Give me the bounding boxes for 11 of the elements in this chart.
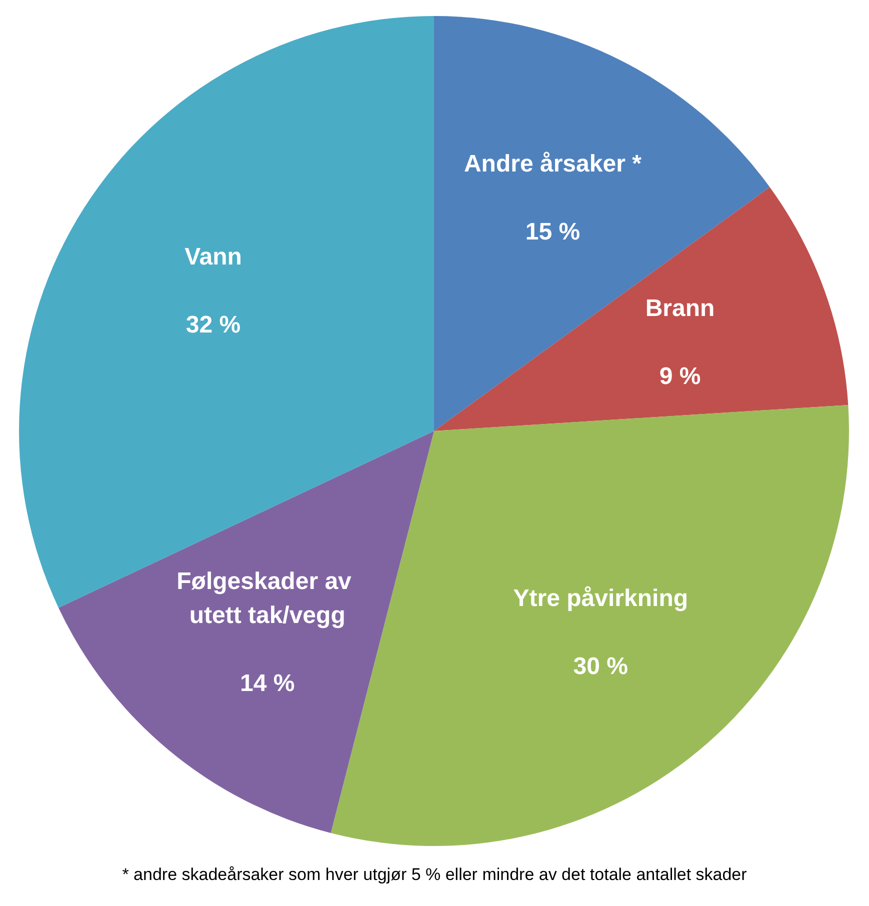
slice-label: Andre årsaker * — [464, 150, 642, 178]
data-label: 30 % — [573, 652, 628, 680]
slice-label: Vann — [184, 243, 242, 270]
slice-label: Ytre påvirkning — [513, 584, 688, 612]
text: * andre skadeårsaker som hver utgjør 5 % eller mindre av det totale antallet skader — [122, 865, 748, 884]
slice-label: Følgeskader av utett tak/vegg — [176, 568, 358, 629]
data-label: 14 % — [240, 670, 295, 697]
data-label: 15 % — [525, 218, 580, 246]
data-label: 9 % — [659, 362, 701, 390]
data-label: 32 % — [186, 311, 241, 338]
slice-label: Brann — [645, 294, 715, 322]
